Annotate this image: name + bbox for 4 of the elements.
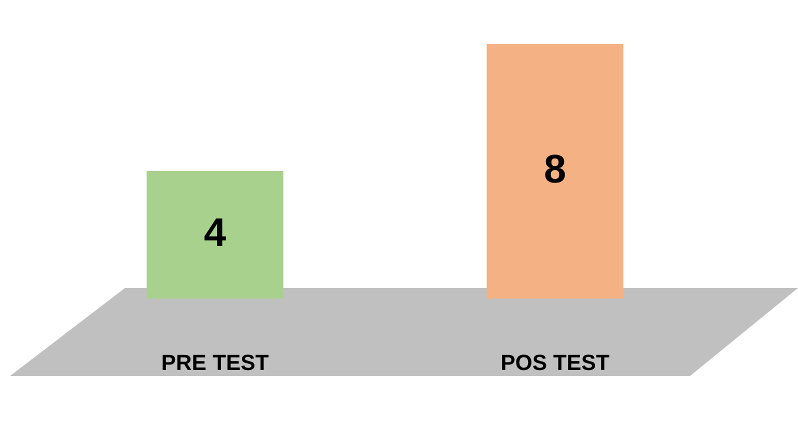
x-tick-label: POS TEST <box>500 350 610 375</box>
data-label: 8 <box>544 147 566 192</box>
data-label: 4 <box>204 210 227 255</box>
x-tick-label: PRE TEST <box>161 350 270 375</box>
